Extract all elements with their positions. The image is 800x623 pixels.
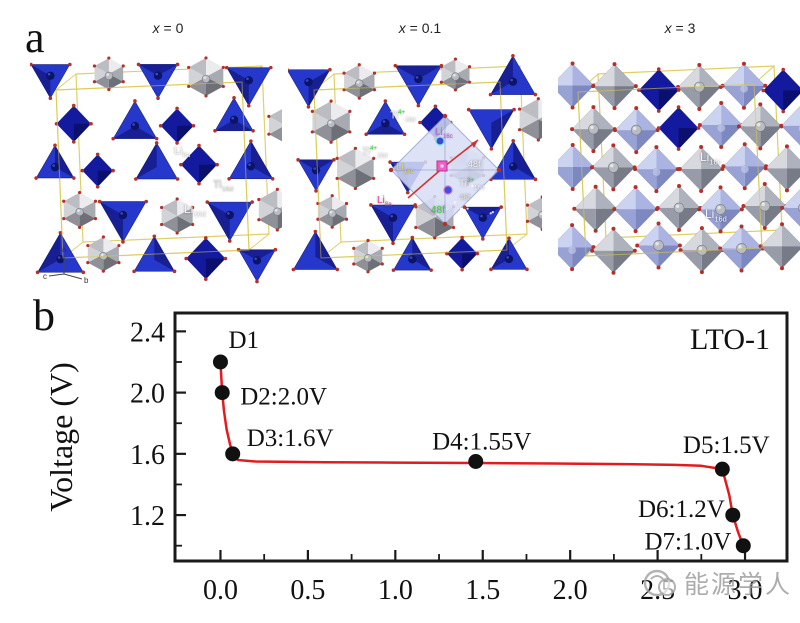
- x-tick-label: 2.0: [553, 575, 588, 606]
- x-tick-label: 0.5: [290, 575, 325, 606]
- y-axis-title: Voltage (V): [43, 362, 79, 512]
- x-tick-label: 0.0: [203, 575, 238, 606]
- data-point-label-D1: D1: [228, 327, 259, 354]
- data-point-D3: [225, 446, 241, 462]
- data-point-D4: [468, 453, 484, 469]
- data-point-label-D2: D2:2.0V: [240, 384, 327, 411]
- data-point-D5: [714, 461, 730, 477]
- watermark-text: 能源学人: [684, 570, 793, 599]
- x-tick-label: 3.0: [728, 575, 763, 606]
- data-point-label-D6: D6:1.2V: [638, 496, 725, 523]
- title-rest: = 0: [159, 20, 184, 36]
- data-point-D7: [735, 538, 751, 554]
- crystal-axes-indicator: a b c: [43, 245, 89, 285]
- title-rest: = 0.1: [405, 20, 442, 36]
- watermark-logo-icon: [643, 569, 676, 597]
- title-italic-x: x: [664, 20, 672, 36]
- data-point-D2: [214, 385, 230, 401]
- axis-b-label: b: [84, 276, 89, 285]
- chart-frame: [173, 311, 789, 563]
- y-tick-label: 1.2: [130, 501, 165, 532]
- watermark: 能源学人: [640, 564, 792, 602]
- axis-c-label: c: [43, 272, 47, 281]
- title-italic-x: x: [152, 20, 160, 36]
- title-rest: = 3: [671, 20, 696, 36]
- panel-a-title-x3: x = 3: [665, 20, 696, 36]
- y-tick-label: 1.6: [130, 440, 165, 471]
- x-tick-label: 1.5: [465, 575, 500, 606]
- crystal-structure-x0: [30, 56, 282, 284]
- crystal-structure-x01: [288, 53, 542, 274]
- data-point-label-D7: D7:1.0V: [644, 529, 731, 556]
- data-point-D6: [725, 507, 741, 523]
- panel-a-letter: a: [25, 13, 45, 62]
- x-tick-label: 1.0: [378, 575, 413, 606]
- legend-label: LTO-1: [690, 323, 770, 356]
- data-point-label-D3: D3:1.6V: [247, 425, 334, 452]
- title-italic-x: x: [398, 20, 406, 36]
- crystal-structure-x3: [558, 61, 800, 275]
- y-tick-label: 2.4: [130, 317, 165, 348]
- panel-b-letter: b: [33, 291, 55, 340]
- data-point-label-D4: D4:1.55V: [432, 428, 531, 455]
- axis-a-label: a: [62, 245, 67, 254]
- y-tick-label: 2.0: [130, 379, 165, 410]
- panel-a-title-x0: x = 0: [153, 20, 184, 36]
- panel-a-title-x01: x = 0.1: [399, 20, 441, 36]
- series-line: [219, 361, 745, 547]
- data-point-label-D5: D5:1.5V: [683, 432, 770, 459]
- data-point-D1: [212, 354, 228, 370]
